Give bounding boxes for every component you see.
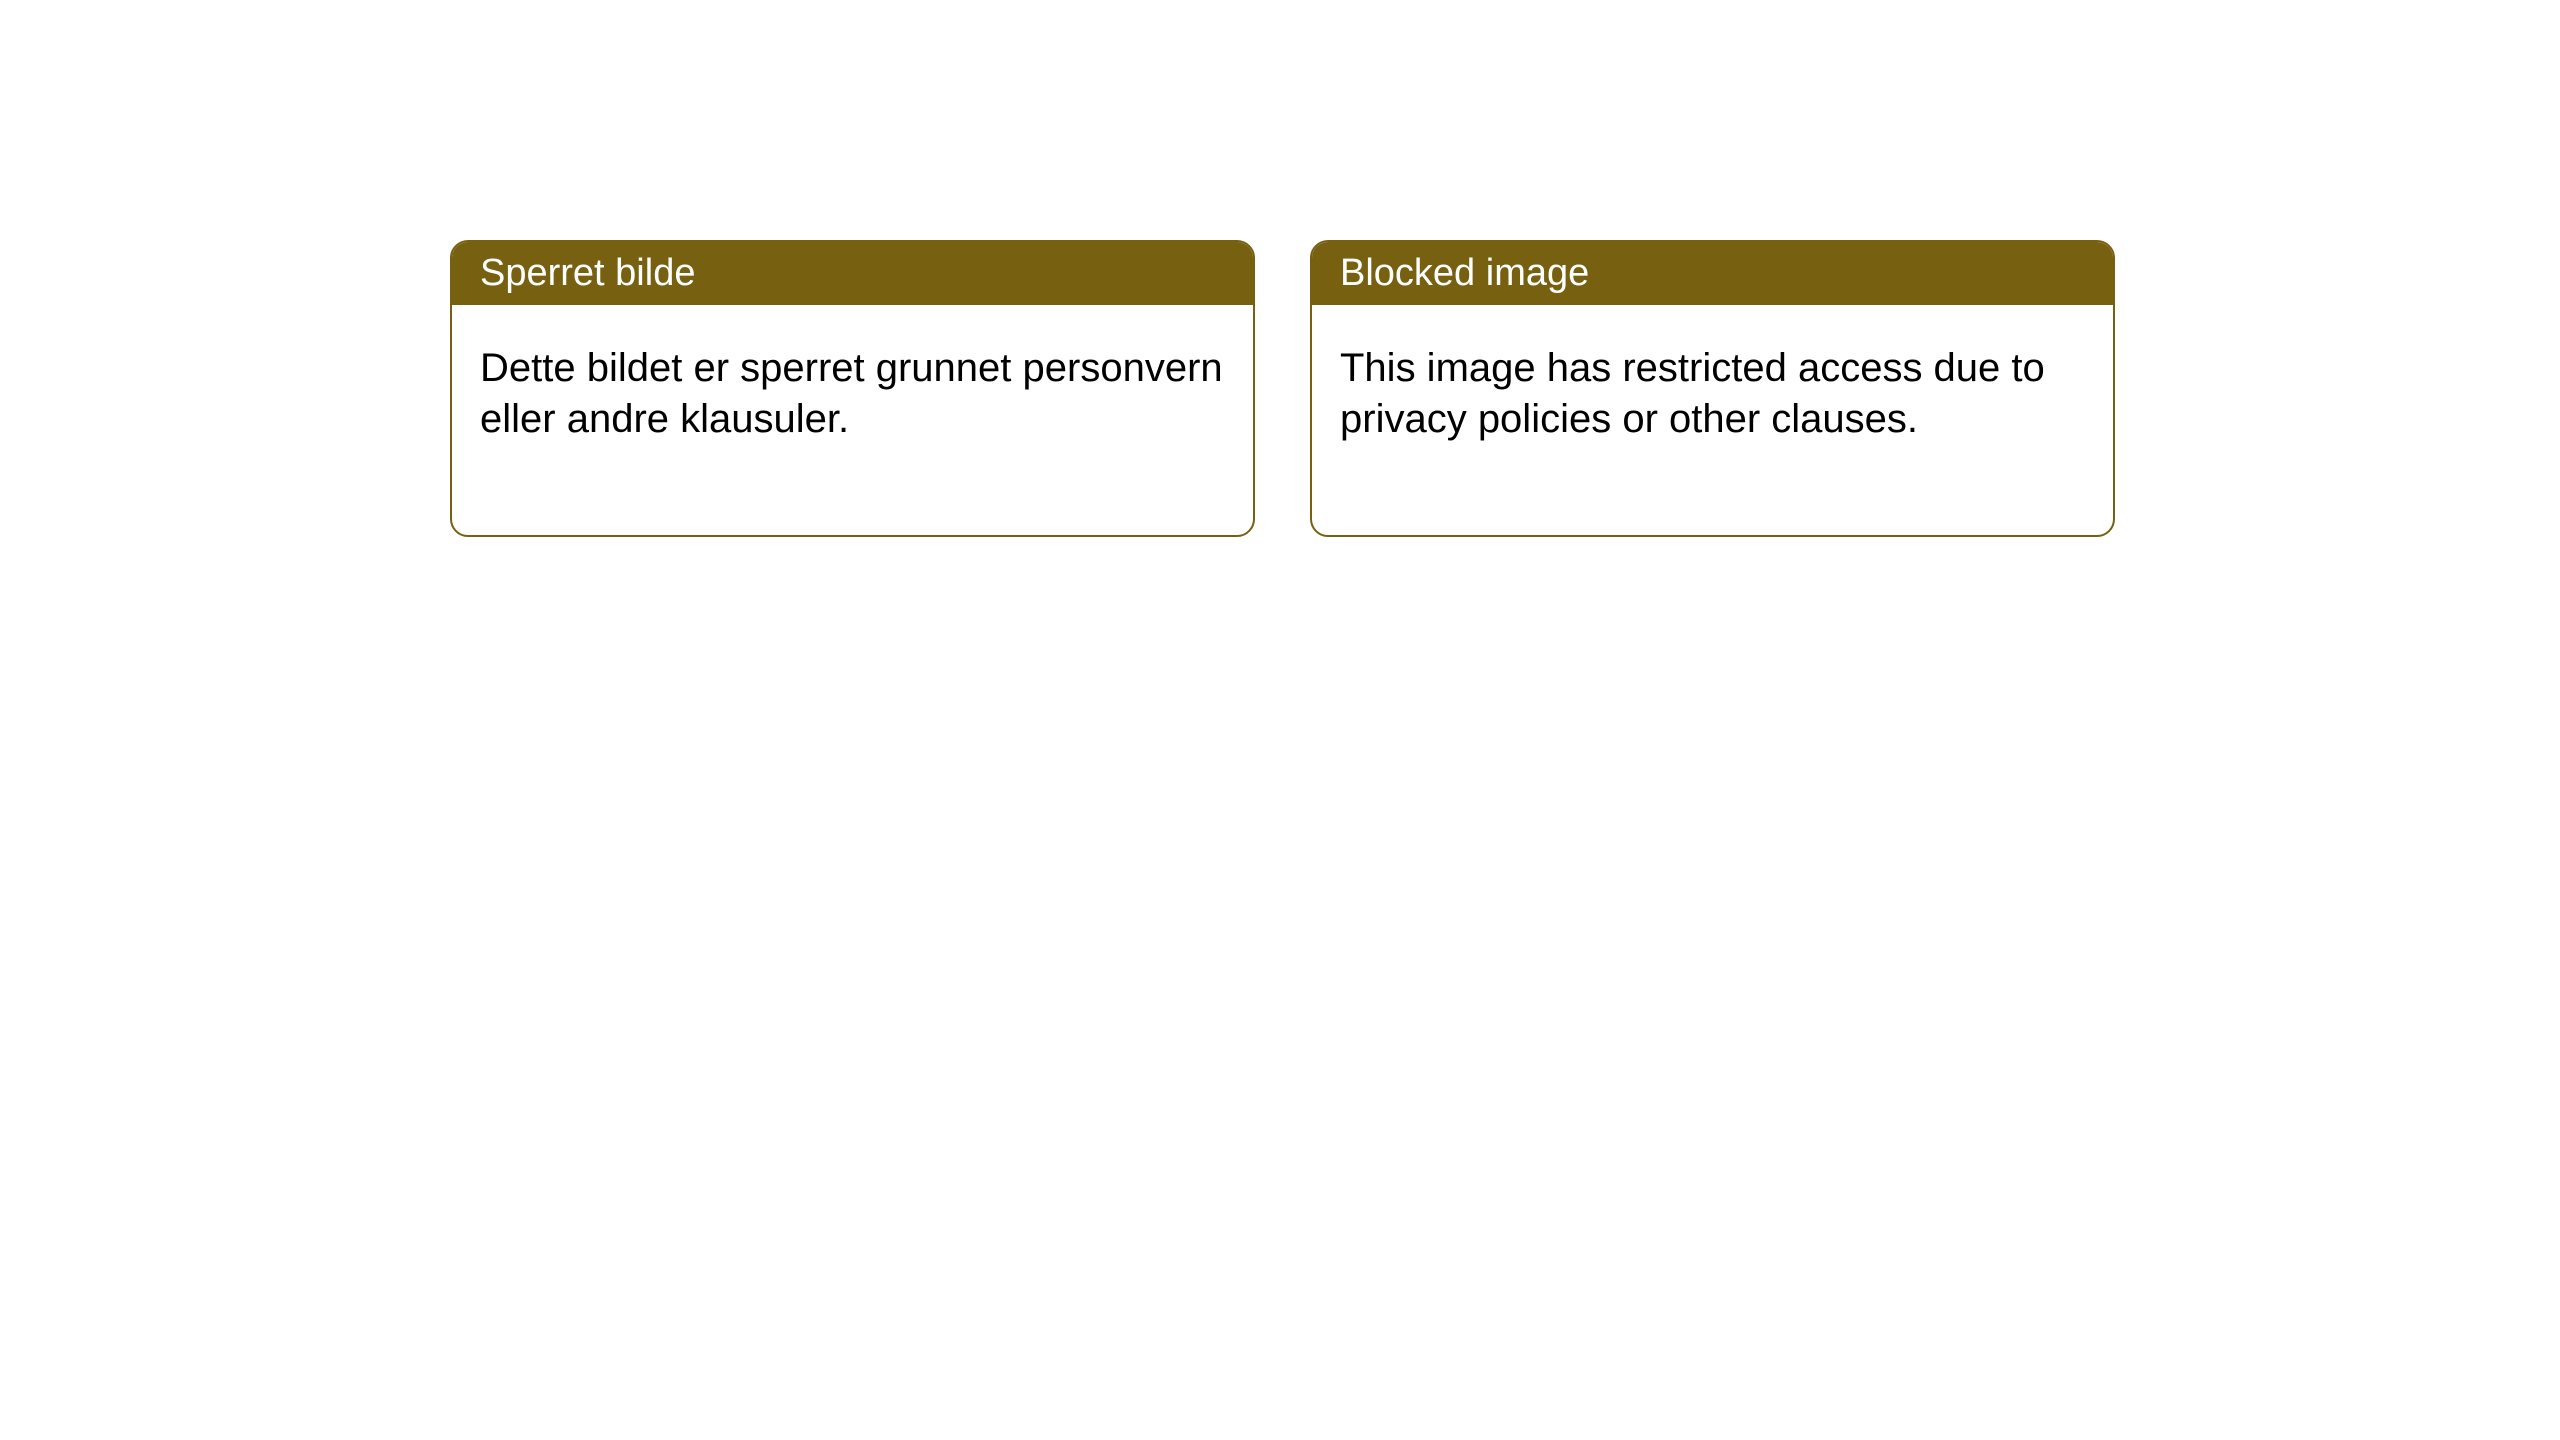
card-header: Blocked image [1312,242,2113,305]
card-title: Sperret bilde [480,252,695,294]
card-title: Blocked image [1340,252,1589,294]
card-body: This image has restricted access due to … [1312,305,2113,535]
cards-container: Sperret bilde Dette bildet er sperret gr… [0,0,2560,537]
card-body-text: This image has restricted access due to … [1340,346,2045,441]
card-body-text: Dette bildet er sperret grunnet personve… [480,346,1223,441]
blocked-image-card-en: Blocked image This image has restricted … [1310,240,2115,537]
card-header: Sperret bilde [452,242,1253,305]
card-body: Dette bildet er sperret grunnet personve… [452,305,1253,535]
blocked-image-card-no: Sperret bilde Dette bildet er sperret gr… [450,240,1255,537]
